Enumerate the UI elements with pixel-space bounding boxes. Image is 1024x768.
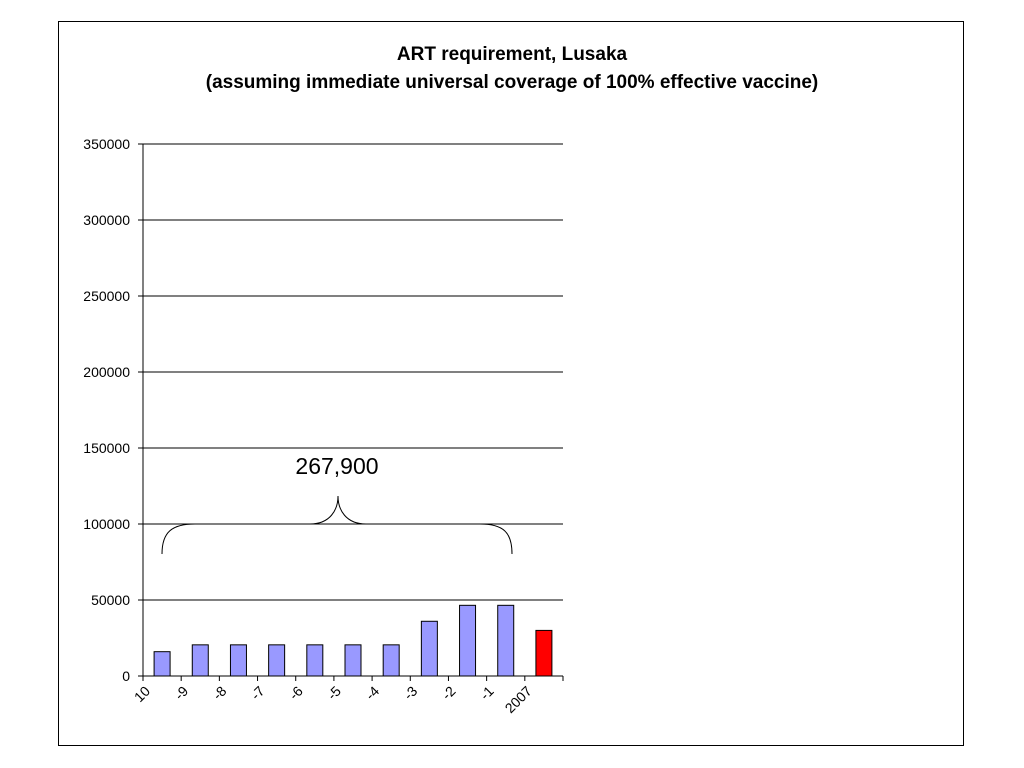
bar xyxy=(344,644,362,677)
x-axis-ticks: 10 -9 -8 -7 -6 -5 -4 -3 -2 -1 2007 xyxy=(131,676,564,716)
chart-title: ART requirement, Lusaka xyxy=(396,44,628,65)
y-tick-label: 350000 xyxy=(83,136,130,152)
bar xyxy=(306,644,324,677)
x-tick-label: -6 xyxy=(286,683,306,703)
y-tick-label: 50000 xyxy=(91,592,130,608)
y-tick-label: 250000 xyxy=(83,288,130,304)
bar xyxy=(497,604,515,677)
y-tick-label: 150000 xyxy=(83,440,130,456)
bar xyxy=(268,644,286,677)
brace-annotation xyxy=(161,495,513,555)
x-tick-label: 10 xyxy=(131,683,153,705)
x-tick-label: 2007 xyxy=(502,683,535,716)
bar xyxy=(153,651,171,677)
x-tick-label: -4 xyxy=(362,683,382,703)
x-tick-label: -3 xyxy=(400,683,420,703)
bar xyxy=(382,644,400,677)
x-tick-label: -9 xyxy=(171,683,191,703)
bar xyxy=(459,604,477,677)
x-tick-label: -8 xyxy=(209,683,229,703)
x-tick-label: -1 xyxy=(477,683,497,703)
bar xyxy=(420,620,438,677)
bars xyxy=(153,604,553,677)
bar xyxy=(229,644,247,677)
y-tick-label: 200000 xyxy=(83,364,130,380)
x-tick-label: -7 xyxy=(248,683,268,703)
chart-frame xyxy=(58,21,964,746)
y-tick-label: 100000 xyxy=(83,516,130,532)
x-tick-label: -2 xyxy=(438,683,458,703)
y-axis-ticks: 0 50000 100000 150000 200000 250000 300000 3500… xyxy=(83,136,143,684)
brace-annotation-label: 267,900 xyxy=(295,453,378,479)
y-tick-label: 300000 xyxy=(83,212,130,228)
chart-subtitle: (assuming immediate universal coverage o… xyxy=(205,72,819,93)
gridlines xyxy=(143,143,563,601)
bar xyxy=(535,629,553,677)
bar xyxy=(191,644,209,677)
x-tick-label: -5 xyxy=(324,683,344,703)
y-tick-label: 0 xyxy=(122,668,130,684)
